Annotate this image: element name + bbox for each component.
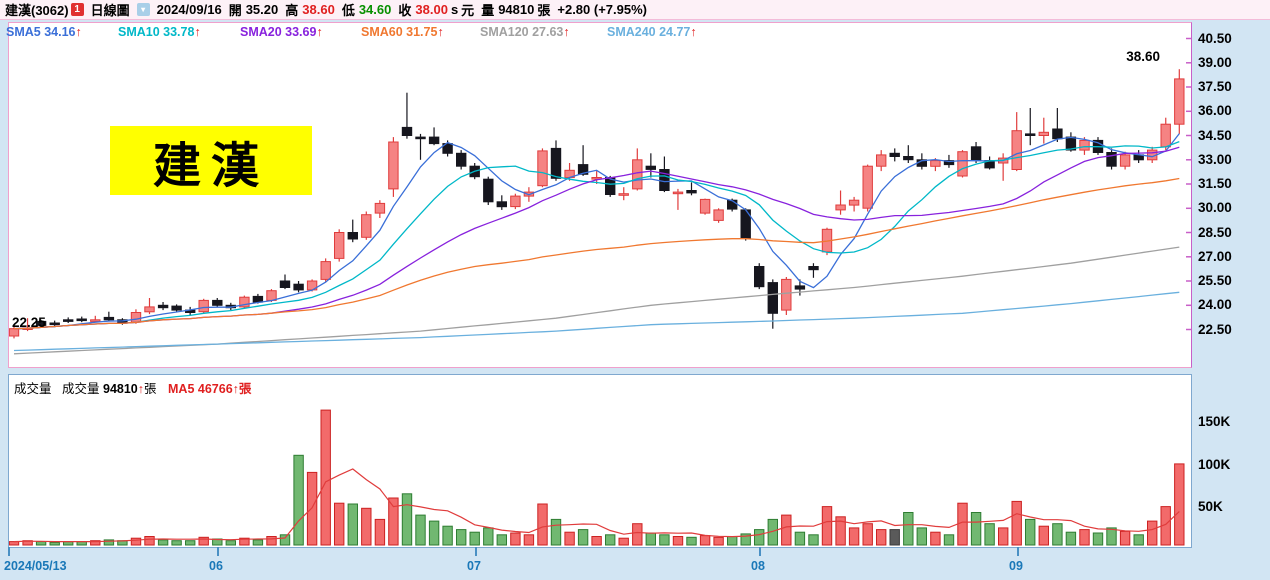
up-arrow-icon: ↑ xyxy=(75,25,82,39)
x-axis-tick xyxy=(1017,547,1019,556)
period-label: 日線圖 xyxy=(90,3,130,18)
up-arrow-icon: ↑ xyxy=(316,25,323,39)
x-axis-label: 06 xyxy=(209,559,223,573)
price-axis-label: 30.00 xyxy=(1198,200,1232,215)
sma-legend-item-sma240: SMA240 24.77↑ xyxy=(607,25,697,39)
quote-header: 建漢(3062) 1 日線圖 ▾ 2024/09/16 開 35.20 高 38… xyxy=(0,0,1270,20)
x-axis-tick xyxy=(8,547,10,556)
volume-label: 量 xyxy=(481,3,495,18)
x-axis-tick xyxy=(759,547,761,556)
up-arrow-icon: ↑ xyxy=(690,25,697,39)
price-axis-label: 37.50 xyxy=(1198,79,1232,94)
price-axis-label: 25.50 xyxy=(1198,273,1232,288)
price-chart-canvas[interactable] xyxy=(9,23,1191,367)
volume-readout-unit: 張 xyxy=(144,382,157,396)
open-label: 開 xyxy=(228,3,242,18)
volume-axis-label: 150K xyxy=(1198,414,1231,429)
volume-readout-value: 94810 xyxy=(103,382,138,396)
volume-axis-label: 100K xyxy=(1198,457,1231,472)
high-label: 高 xyxy=(285,3,299,18)
x-axis-label: 08 xyxy=(751,559,765,573)
price-axis-label: 24.00 xyxy=(1198,297,1232,312)
stock-name: 建漢(3062) xyxy=(5,3,69,18)
high-price-callout: 38.60 xyxy=(1126,49,1160,64)
sma-legend-item-sma5: SMA5 34.16↑ xyxy=(6,25,82,39)
x-axis-tick xyxy=(217,547,219,556)
volume-ma-readout: MA5 46766↑張 xyxy=(168,378,251,397)
quote-date: 2024/09/16 xyxy=(156,2,222,17)
volume-axis-label: 50K xyxy=(1198,499,1223,514)
price-axis-label: 33.00 xyxy=(1198,152,1232,167)
close-suffix: s xyxy=(450,2,459,17)
change-value: +2.80 (+7.95%) xyxy=(557,2,647,17)
up-arrow-icon: ↑ xyxy=(563,25,570,39)
volume-pane xyxy=(8,374,1192,548)
sma-legend-item-sma20: SMA20 33.69↑ xyxy=(240,25,323,39)
volume-pane-title: 成交量 xyxy=(14,382,52,396)
volume-ma-up-arrow-icon: ↑ xyxy=(232,382,239,396)
up-arrow-icon: ↑ xyxy=(437,25,444,39)
close-label: 收 xyxy=(398,3,412,18)
stock-name-watermark: 建漢 xyxy=(110,126,312,195)
low-value: 34.60 xyxy=(358,2,392,17)
volume-up-arrow-icon: ↑ xyxy=(137,382,145,396)
volume-readout: 成交量 94810↑張 xyxy=(62,378,157,397)
x-axis-label: 07 xyxy=(467,559,481,573)
close-value: 38.00 xyxy=(415,2,448,17)
start-price-callout: 22.25 xyxy=(12,315,46,330)
volume-ma-unit: 張 xyxy=(238,382,252,396)
sma-legend-item-sma10: SMA10 33.78↑ xyxy=(118,25,201,39)
margin-flag-icon: 1 xyxy=(70,3,84,16)
volume-readout-label: 成交量 xyxy=(62,382,100,396)
volume-ma-label: MA5 xyxy=(168,382,195,396)
high-value: 38.60 xyxy=(302,2,335,17)
price-axis-label: 27.00 xyxy=(1198,249,1232,264)
price-axis-label: 22.50 xyxy=(1198,322,1232,337)
low-label: 低 xyxy=(341,3,355,18)
currency-label: 元 xyxy=(461,3,475,18)
price-axis-label: 36.00 xyxy=(1198,103,1232,118)
up-arrow-icon: ↑ xyxy=(194,25,201,39)
price-axis-label: 31.50 xyxy=(1198,176,1232,191)
volume-ma-value: 46766 xyxy=(197,382,233,396)
dropdown-icon[interactable]: ▾ xyxy=(136,3,150,16)
volume-chart-canvas[interactable] xyxy=(9,375,1191,547)
sma-legend-item-sma60: SMA60 31.75↑ xyxy=(361,25,444,39)
sma-legend-item-sma120: SMA120 27.63↑ xyxy=(480,25,570,39)
x-axis-tick xyxy=(475,547,477,556)
price-axis-label: 34.50 xyxy=(1198,128,1232,143)
price-axis-label: 28.50 xyxy=(1198,225,1232,240)
x-axis-label: 09 xyxy=(1009,559,1023,573)
price-pane xyxy=(8,22,1192,368)
open-value: 35.20 xyxy=(245,2,279,17)
x-axis-label: 2024/05/13 xyxy=(4,559,67,573)
volume-unit: 張 xyxy=(537,3,551,18)
price-axis-label: 39.00 xyxy=(1198,55,1232,70)
price-axis-label: 40.50 xyxy=(1198,31,1232,46)
volume-value: 94810 xyxy=(498,2,535,17)
